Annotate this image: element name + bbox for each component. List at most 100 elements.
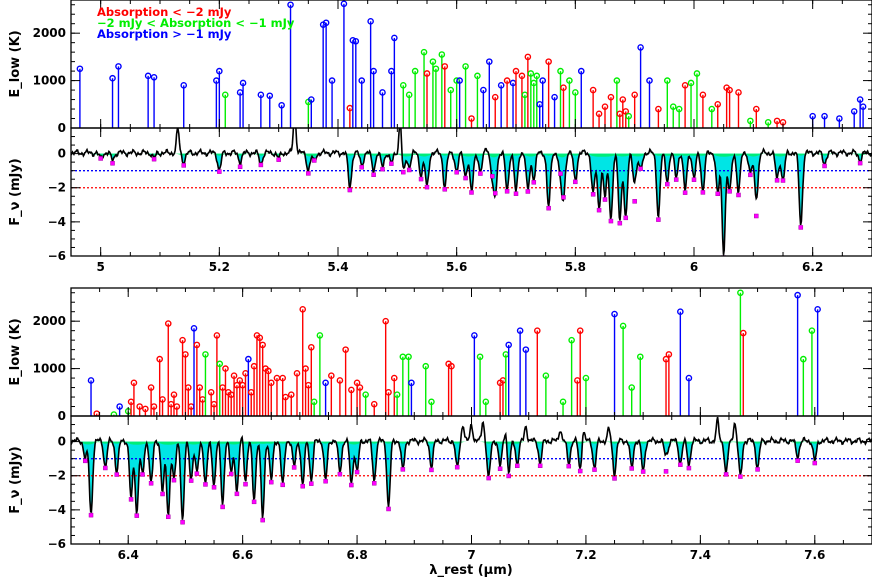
legend-weak-label: Absorption > −1 mJy [97, 27, 232, 41]
elow-marker [245, 355, 252, 363]
elow-marker [739, 329, 747, 337]
absorption-marker [590, 192, 596, 197]
elow-marker [342, 346, 349, 353]
elow-marker [438, 51, 446, 58]
elow-marker [216, 360, 224, 368]
absorption-marker [700, 190, 706, 195]
elow-marker [256, 334, 264, 342]
elow-marker [675, 105, 683, 113]
elow-marker [485, 58, 493, 65]
elow-marker [266, 92, 274, 100]
elow-marker [480, 86, 487, 94]
absorption-marker [566, 463, 572, 469]
elow-marker [316, 332, 324, 339]
elow-marker [462, 63, 469, 70]
elow-marker [382, 317, 389, 325]
absorption-marker [454, 169, 459, 175]
elow-marker [390, 374, 398, 382]
elow-marker [287, 1, 294, 9]
absorption-marker [577, 468, 583, 474]
elow-marker [859, 103, 867, 110]
elow-marker [545, 58, 552, 65]
elow-marker [522, 346, 530, 353]
flux-ytick-label: −4 [48, 503, 66, 517]
absorption-marker [251, 499, 257, 505]
elow-marker [159, 396, 166, 403]
row1-elow-panel [87, 289, 821, 416]
elow-marker [422, 362, 430, 370]
absorption-marker [442, 187, 448, 192]
elow-marker [116, 403, 123, 410]
elow-marker [524, 53, 532, 61]
flux-ytick-label: −2 [48, 469, 66, 483]
elow-marker [196, 384, 204, 391]
elow-marker [130, 379, 138, 387]
row0-flux-ylabel: F_ν (mJy) [8, 158, 23, 226]
elow-marker [144, 72, 152, 80]
absorption-marker [486, 475, 491, 481]
row1-elow-ylabel: E_low (K) [8, 318, 23, 385]
elow-marker [572, 89, 579, 96]
absorption-fill [71, 153, 872, 255]
elow-marker [539, 77, 547, 84]
elow-marker [207, 388, 215, 396]
elow-marker [173, 403, 181, 410]
absorption-marker [386, 506, 391, 512]
elow-marker [726, 86, 733, 94]
elow-marker [115, 63, 122, 70]
absorption-marker [234, 491, 240, 497]
elow-marker [362, 391, 369, 398]
x-tick-label: 5 [96, 260, 104, 274]
flux-ytick-label: 0 [58, 435, 66, 449]
elow-marker [607, 93, 615, 101]
elow-marker [589, 86, 597, 94]
absorption-marker [151, 156, 157, 162]
flux-ytick-label: −4 [48, 215, 66, 229]
elow-marker [764, 119, 772, 126]
x-tick-label: 7.2 [575, 548, 596, 562]
x-tick-label: 6 [690, 260, 698, 274]
row1-flux-ylabel: F_ν (mJy) [8, 446, 23, 514]
elow-marker [370, 67, 377, 75]
elow-marker [408, 379, 415, 387]
row0-flux-frame [70, 127, 872, 257]
elow-marker [821, 112, 828, 120]
elow-marker [699, 91, 707, 99]
absorption-marker [424, 184, 430, 190]
elow-marker [420, 48, 428, 56]
absorption-marker [203, 482, 208, 487]
elow-marker [310, 398, 318, 406]
elow-marker [340, 0, 348, 8]
elow-marker [156, 355, 163, 363]
elow-marker [655, 105, 662, 113]
elow-marker [468, 115, 475, 122]
elow-marker [551, 93, 558, 101]
absorption-marker [678, 462, 683, 467]
absorption-marker [723, 472, 729, 477]
elow-marker [568, 336, 575, 344]
absorption-marker [103, 465, 108, 471]
elow-marker [356, 384, 364, 391]
elow-marker [429, 58, 437, 65]
elow-marker [164, 320, 172, 327]
absorption-marker [359, 165, 364, 170]
elow-marker [87, 377, 95, 384]
elow-marker [428, 398, 435, 406]
elow-marker [646, 77, 653, 84]
elow-marker [257, 91, 265, 99]
x-tick-label: 5.6 [446, 260, 467, 274]
absorption-marker [640, 469, 646, 474]
elow-marker [637, 44, 644, 51]
absorption-marker [309, 481, 314, 486]
elow-marker [836, 115, 843, 122]
elow-marker [456, 77, 463, 84]
flux-ytick-label: −6 [48, 537, 66, 551]
absorption-marker [608, 218, 614, 224]
elow-marker [348, 386, 355, 394]
elow-marker [385, 388, 392, 396]
legend-deep-label: Absorption < −2 mJy [97, 5, 232, 19]
row0-elow-panel [76, 0, 867, 128]
absorption-marker [629, 466, 634, 471]
absorption-marker [88, 512, 94, 518]
elow-marker [516, 327, 524, 334]
